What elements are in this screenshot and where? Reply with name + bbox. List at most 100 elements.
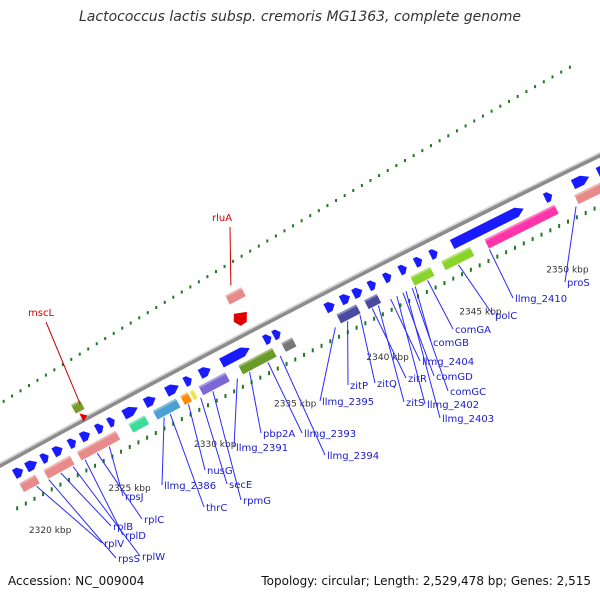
tick-mark	[469, 267, 472, 272]
marker-rlua-strand	[233, 311, 247, 326]
tick-mark	[542, 80, 545, 84]
tick-mark	[373, 316, 376, 321]
tick-mark	[584, 210, 587, 215]
tick-mark	[326, 204, 329, 208]
tick-mark	[369, 179, 372, 183]
scale-label: 2345 kbp	[459, 307, 502, 317]
tick-mark	[19, 389, 22, 393]
leader-line	[249, 371, 262, 434]
tick-mark	[206, 275, 209, 279]
leader-line	[319, 327, 336, 402]
leader-line	[200, 397, 228, 485]
gene-label: llmg_2410	[515, 294, 567, 305]
scale-label: 2350 kbp	[546, 266, 589, 276]
leader-line	[161, 417, 165, 486]
backbone-highlight	[0, 152, 600, 465]
gene-forward	[271, 329, 281, 341]
gene-forward	[51, 446, 63, 458]
gene-forward	[164, 384, 179, 397]
gene-label-red: mscL	[28, 308, 54, 319]
gene-feature	[574, 182, 600, 205]
marker-mscl-strand	[79, 413, 88, 422]
gene-forward	[449, 207, 524, 249]
tick-mark	[240, 254, 243, 258]
leader-line	[169, 413, 205, 508]
tick-mark	[386, 169, 389, 173]
tick-mark	[241, 384, 244, 389]
tick-mark	[76, 473, 79, 478]
tick-mark	[443, 281, 446, 286]
tick-mark	[464, 124, 467, 128]
tick-mark	[408, 298, 411, 303]
gene-forward	[197, 367, 211, 379]
gene-feature	[180, 392, 193, 405]
gene-rlua	[225, 287, 246, 305]
tick-mark	[283, 229, 286, 233]
tick-mark	[513, 245, 516, 250]
tick-mark	[276, 366, 279, 371]
tick-mark	[447, 134, 450, 138]
tick-mark	[300, 219, 303, 223]
gene-feature	[128, 415, 150, 433]
gene-feature	[152, 398, 181, 420]
tick-mark	[50, 487, 53, 492]
gene-forward	[182, 376, 192, 387]
tick-mark	[455, 129, 458, 133]
leader-line	[212, 391, 242, 501]
tick-mark	[16, 506, 19, 511]
gene-label: rplC	[144, 515, 164, 526]
gene-label: zitP	[350, 381, 368, 392]
gene-label: thrC	[206, 503, 227, 514]
gene-feature	[484, 204, 559, 249]
tick-mark	[172, 295, 175, 299]
gene-forward	[351, 287, 363, 299]
tick-mark	[421, 149, 424, 153]
leader-line	[233, 378, 238, 448]
gene-forward	[428, 249, 438, 260]
gene-forward	[39, 453, 49, 464]
tick-mark	[197, 280, 200, 284]
leader-line	[458, 264, 494, 316]
leader-line	[36, 485, 103, 544]
tick-mark	[249, 249, 252, 253]
tick-mark	[87, 347, 90, 351]
tick-mark	[180, 290, 183, 294]
tick-mark	[525, 90, 528, 94]
gene-label: llmg_2386	[164, 481, 216, 492]
gene-label: polC	[495, 311, 517, 322]
tick-mark	[223, 264, 226, 268]
tick-mark	[496, 254, 499, 259]
gene-feature	[19, 474, 40, 493]
gene-feature	[76, 430, 121, 461]
tick-mark	[317, 209, 320, 213]
tick-mark	[137, 440, 140, 445]
tick-mark	[121, 326, 124, 330]
tick-mark	[404, 159, 407, 163]
gene-forward	[262, 334, 272, 346]
leader-line	[402, 292, 435, 377]
gene-label: llmg_2394	[327, 451, 379, 462]
gene-label: proS	[567, 278, 590, 289]
tick-mark	[102, 459, 105, 464]
gene-forward	[66, 438, 77, 450]
tick-mark	[146, 435, 149, 440]
gene-label: secE	[229, 480, 252, 491]
gene-label-red: rluA	[212, 213, 232, 224]
tick-mark	[490, 109, 493, 113]
tick-mark	[94, 463, 97, 468]
tick-mark	[215, 398, 218, 403]
tick-mark	[268, 371, 271, 376]
tick-mark	[294, 357, 297, 362]
gene-forward	[338, 294, 351, 306]
tick-track-upper	[2, 65, 571, 403]
gene-forward	[78, 431, 90, 443]
leader-line	[48, 479, 117, 559]
tick-mark	[27, 384, 30, 388]
leader-line	[427, 280, 454, 330]
tick-mark	[338, 334, 341, 339]
gene-label: comGA	[455, 325, 491, 336]
gene-forward	[366, 280, 376, 292]
leader-line	[488, 249, 514, 299]
gene-forward	[397, 264, 407, 276]
